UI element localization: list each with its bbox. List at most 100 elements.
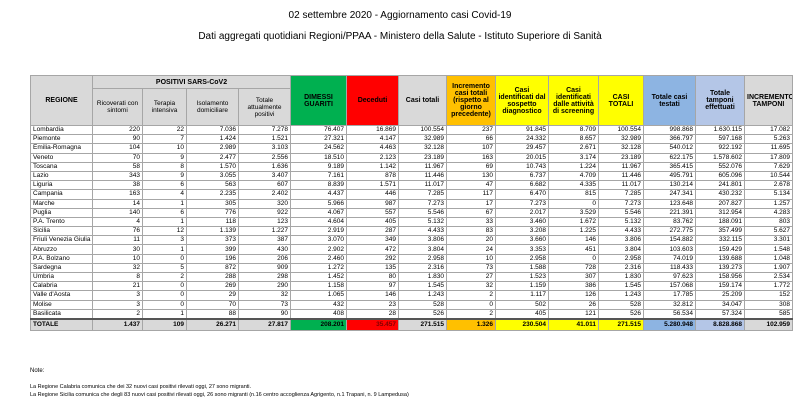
value-cell: 526: [598, 308, 644, 320]
value-cell: 163: [446, 152, 496, 163]
table-row: Veneto 70 9 2.477 2.556 18.510 2.123 23.189 163 2…: [30, 152, 793, 163]
column-header: Totale tamponi effettuati: [695, 75, 745, 126]
total-cell: 271.515: [598, 317, 644, 331]
region-cell: Umbria: [30, 271, 93, 283]
value-cell: 3.103: [238, 143, 291, 154]
table-row: Sardegna 32 5 872 909 1.272 135 2.316 73 1.588 728…: [30, 262, 793, 274]
value-cell: 247.341: [643, 189, 696, 200]
table-row: Umbria 8 2 288 298 1.452 80 1.830 27 1.523 307 1.83…: [30, 271, 793, 283]
value-cell: 2.017: [495, 207, 549, 218]
value-cell: 158.956: [695, 271, 745, 283]
value-cell: 1: [142, 308, 187, 320]
value-cell: 373: [186, 235, 239, 246]
total-cell: 5.280.948: [643, 317, 696, 331]
column-header: Casi identificati dalle attività di scre…: [548, 75, 599, 126]
column-header: Isolamento domiciliare: [186, 88, 239, 126]
value-cell: 2: [92, 308, 143, 320]
total-cell: 271.515: [398, 317, 447, 331]
value-cell: 20.015: [495, 152, 549, 163]
value-cell: 528: [598, 299, 644, 310]
value-cell: 5.546: [598, 207, 644, 218]
value-cell: 1.570: [186, 161, 239, 172]
value-cell: 23.189: [398, 152, 447, 163]
value-cell: 140: [92, 207, 143, 218]
value-cell: 5.132: [398, 216, 447, 228]
value-cell: 135: [346, 262, 399, 274]
value-cell: 1.545: [398, 281, 447, 292]
value-cell: 502: [495, 299, 549, 310]
group-header: POSITIVI SARS-CoV2: [92, 75, 291, 89]
region-cell: Valle d'Aosta: [30, 290, 93, 301]
value-cell: 2.902: [290, 244, 347, 255]
value-cell: 2: [446, 308, 496, 320]
total-cell: 35.457: [346, 317, 399, 331]
region-cell: Piemonte: [30, 134, 93, 145]
value-cell: 998.868: [643, 124, 696, 136]
value-cell: 139.273: [695, 262, 745, 274]
value-cell: 3.407: [238, 170, 291, 182]
value-cell: 159.429: [695, 244, 745, 255]
value-cell: 1.548: [744, 244, 793, 255]
total-cell: 208.201: [290, 317, 347, 331]
value-cell: 32: [238, 290, 291, 301]
value-cell: 878: [346, 170, 399, 182]
value-cell: 3.208: [495, 226, 549, 237]
value-cell: 126: [548, 290, 599, 301]
value-cell: 365.415: [643, 161, 696, 172]
value-cell: 1.636: [238, 161, 291, 172]
value-cell: 1.424: [186, 134, 239, 145]
table-body: Lombardia 220 22 7.036 7.278 76.407 16.869 100.…: [30, 124, 793, 331]
table-row: Calabria 21 0 269 290 1.158 97 1.545 32 1.159 386 1…: [30, 281, 793, 292]
value-cell: 10.743: [495, 161, 549, 172]
value-cell: 987: [346, 198, 399, 209]
region-cell: P.A. Bolzano: [30, 253, 93, 264]
value-cell: 9: [142, 152, 187, 163]
total-cell: 8.828.868: [695, 317, 745, 331]
table-row: P.A. Bolzano 10 0 196 206 2.460 292 2.958 10 2.95…: [30, 253, 793, 264]
header-row: REGIONE POSITIVI SARS-CoV2 DIMESSI GUARITI…: [30, 75, 793, 126]
value-cell: 118.433: [643, 262, 696, 274]
value-cell: 3.070: [290, 235, 347, 246]
value-cell: 6: [142, 180, 187, 191]
table-row: Piemonte 90 7 1.424 1.521 27.321 4.147 32.989 66…: [30, 134, 793, 145]
column-header: DIMESSI GUARITI: [290, 75, 347, 126]
value-cell: 2.534: [744, 271, 793, 283]
value-cell: 728: [548, 262, 599, 274]
value-cell: 2.958: [398, 253, 447, 264]
value-cell: 6.682: [495, 180, 549, 191]
column-header: Totale attualmente positivi: [238, 88, 291, 126]
value-cell: 14: [92, 198, 143, 209]
column-header: Ricoverati con sintomi: [92, 88, 143, 126]
value-cell: 563: [186, 180, 239, 191]
column-header: Totale casi testati: [643, 75, 696, 126]
value-cell: 3.804: [598, 244, 644, 255]
value-cell: 540.012: [643, 143, 696, 154]
value-cell: 21: [92, 281, 143, 292]
value-cell: 2.235: [186, 189, 239, 200]
value-cell: 8.709: [548, 124, 599, 136]
value-cell: 3: [92, 290, 143, 301]
value-cell: 1: [142, 198, 187, 209]
value-cell: 3.055: [186, 170, 239, 182]
value-cell: 332.115: [695, 235, 745, 246]
value-cell: 803: [744, 216, 793, 228]
value-cell: 288: [186, 271, 239, 283]
value-cell: 12: [142, 226, 187, 237]
value-cell: 91.845: [495, 124, 549, 136]
value-cell: 1.571: [346, 180, 399, 191]
region-cell: Liguria: [30, 180, 93, 191]
total-cell: 1.326: [446, 317, 496, 331]
value-cell: 10.544: [744, 170, 793, 182]
value-cell: 3.806: [598, 235, 644, 246]
table-header: REGIONE POSITIVI SARS-CoV2 DIMESSI GUARITI…: [30, 75, 793, 126]
value-cell: 1.523: [495, 271, 549, 283]
value-cell: 69: [446, 161, 496, 172]
notes-title: Note:: [30, 368, 45, 374]
table-row: Friuli Venezia Giulia 11 3 373 387 3.070 349 3.…: [30, 235, 793, 246]
value-cell: 121: [548, 308, 599, 320]
total-cell: 109: [142, 317, 187, 331]
value-cell: 32: [446, 281, 496, 292]
value-cell: 1.048: [744, 253, 793, 264]
value-cell: 17.809: [744, 152, 793, 163]
value-cell: 307: [548, 271, 599, 283]
